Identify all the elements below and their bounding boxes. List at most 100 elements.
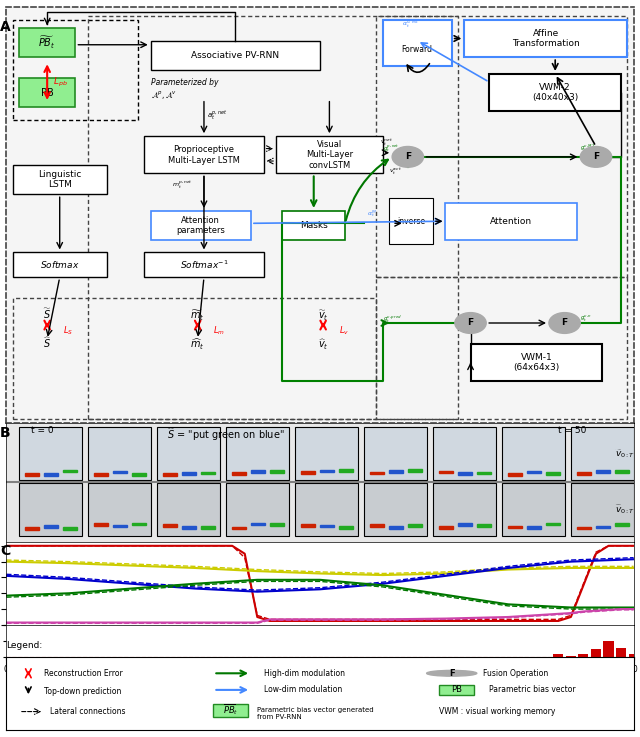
- Bar: [615, 523, 628, 526]
- Bar: [615, 471, 628, 474]
- Bar: [320, 469, 334, 472]
- Bar: [182, 471, 196, 473]
- Text: $Softmax$: $Softmax$: [40, 259, 79, 270]
- FancyBboxPatch shape: [490, 74, 621, 111]
- Bar: [439, 473, 453, 475]
- Text: $g_t^{v,M2}$: $g_t^{v,M2}$: [580, 143, 596, 154]
- Bar: [19, 483, 82, 536]
- Bar: [94, 525, 108, 528]
- Bar: [527, 472, 541, 475]
- Bar: [596, 472, 610, 474]
- Bar: [226, 483, 289, 536]
- Text: $\widehat{v}_{0:T}$: $\widehat{v}_{0:T}$: [615, 503, 635, 516]
- Bar: [508, 523, 522, 526]
- FancyBboxPatch shape: [470, 343, 602, 381]
- Bar: [508, 472, 522, 475]
- Text: Top-down prediction: Top-down prediction: [44, 687, 122, 696]
- Bar: [251, 523, 265, 525]
- Bar: [232, 469, 246, 472]
- Text: PB: PB: [451, 685, 462, 694]
- Bar: [408, 471, 422, 473]
- FancyBboxPatch shape: [13, 165, 107, 195]
- Bar: [477, 527, 491, 529]
- Bar: [44, 525, 58, 528]
- Bar: [25, 525, 39, 528]
- Text: PB: PB: [41, 88, 54, 97]
- Text: Legend:: Legend:: [6, 641, 43, 650]
- Circle shape: [580, 147, 612, 167]
- Text: $\widetilde{S}$: $\widetilde{S}$: [43, 307, 51, 321]
- Bar: [591, 649, 601, 657]
- Bar: [295, 483, 358, 536]
- Text: Proprioceptive
Multi-Layer LSTM: Proprioceptive Multi-Layer LSTM: [168, 145, 240, 164]
- Bar: [182, 524, 196, 527]
- Text: VWM-1
(64x64x3): VWM-1 (64x64x3): [513, 353, 559, 372]
- Text: $\widehat{S}$ = "put green on blue": $\widehat{S}$ = "put green on blue": [167, 426, 285, 443]
- Text: F: F: [449, 668, 454, 678]
- Text: Linguistic
LSTM: Linguistic LSTM: [38, 170, 81, 189]
- Text: Affine
Transformation: Affine Transformation: [512, 29, 580, 48]
- FancyBboxPatch shape: [150, 41, 320, 70]
- Text: $\widetilde{v}_t$: $\widetilde{v}_t$: [318, 308, 328, 323]
- Bar: [577, 525, 591, 528]
- Text: Fusion Operation: Fusion Operation: [483, 668, 548, 678]
- Text: $\alpha_t^{v,M2}$: $\alpha_t^{v,M2}$: [401, 18, 419, 29]
- Text: from PV-RNN: from PV-RNN: [257, 713, 302, 719]
- Text: inverse: inverse: [397, 217, 425, 226]
- Bar: [201, 472, 214, 475]
- Bar: [502, 427, 564, 480]
- Text: Associative PV-RNN: Associative PV-RNN: [191, 51, 280, 60]
- Text: $\widetilde{PB}_t$: $\widetilde{PB}_t$: [38, 35, 56, 51]
- Bar: [571, 427, 634, 480]
- Text: $g_t^{v,n}$: $g_t^{v,n}$: [580, 314, 593, 324]
- Text: Parameterized by: Parameterized by: [150, 77, 218, 87]
- FancyBboxPatch shape: [19, 78, 76, 107]
- Text: t = 0: t = 0: [31, 426, 54, 436]
- Text: Parametric bias vector generated: Parametric bias vector generated: [257, 707, 374, 713]
- Text: $\widehat{S}$: $\widehat{S}$: [43, 335, 51, 350]
- Bar: [364, 483, 427, 536]
- Bar: [577, 471, 591, 474]
- Bar: [320, 523, 334, 525]
- Text: $\widetilde{m}_t$: $\widetilde{m}_t$: [191, 308, 205, 323]
- Circle shape: [427, 671, 477, 676]
- Text: $\widehat{v}_t$: $\widehat{v}_t$: [318, 338, 328, 352]
- Bar: [226, 427, 289, 480]
- FancyBboxPatch shape: [276, 136, 383, 173]
- Text: Reconstruction Error: Reconstruction Error: [44, 668, 123, 678]
- Circle shape: [549, 312, 580, 333]
- Bar: [270, 525, 284, 528]
- Text: $m_t^{p,net}$: $m_t^{p,net}$: [172, 181, 193, 192]
- Bar: [270, 471, 284, 473]
- Text: $L_v$: $L_v$: [339, 324, 349, 337]
- Text: $L_{pb}$: $L_{pb}$: [54, 76, 68, 88]
- Bar: [132, 469, 146, 472]
- Text: $v_t^{net}$: $v_t^{net}$: [381, 138, 394, 148]
- Bar: [132, 523, 146, 525]
- Bar: [88, 483, 150, 536]
- Bar: [616, 648, 626, 657]
- Text: Attention
parameters: Attention parameters: [177, 216, 225, 235]
- Bar: [88, 427, 150, 480]
- Bar: [163, 526, 177, 528]
- Bar: [458, 472, 472, 474]
- FancyBboxPatch shape: [282, 211, 345, 240]
- Bar: [439, 527, 453, 529]
- FancyBboxPatch shape: [19, 28, 76, 57]
- FancyBboxPatch shape: [383, 20, 452, 66]
- Bar: [301, 469, 315, 472]
- Bar: [439, 685, 474, 695]
- FancyBboxPatch shape: [145, 252, 264, 277]
- Text: $L_S$: $L_S$: [63, 324, 73, 337]
- Text: F: F: [467, 318, 474, 327]
- Bar: [376, 15, 627, 277]
- Bar: [389, 525, 403, 528]
- Bar: [554, 654, 563, 657]
- Bar: [433, 483, 495, 536]
- Text: High-dim modulation: High-dim modulation: [264, 668, 344, 678]
- Bar: [628, 654, 639, 657]
- Bar: [546, 471, 559, 473]
- Bar: [157, 483, 220, 536]
- Bar: [232, 525, 246, 528]
- Bar: [408, 525, 422, 527]
